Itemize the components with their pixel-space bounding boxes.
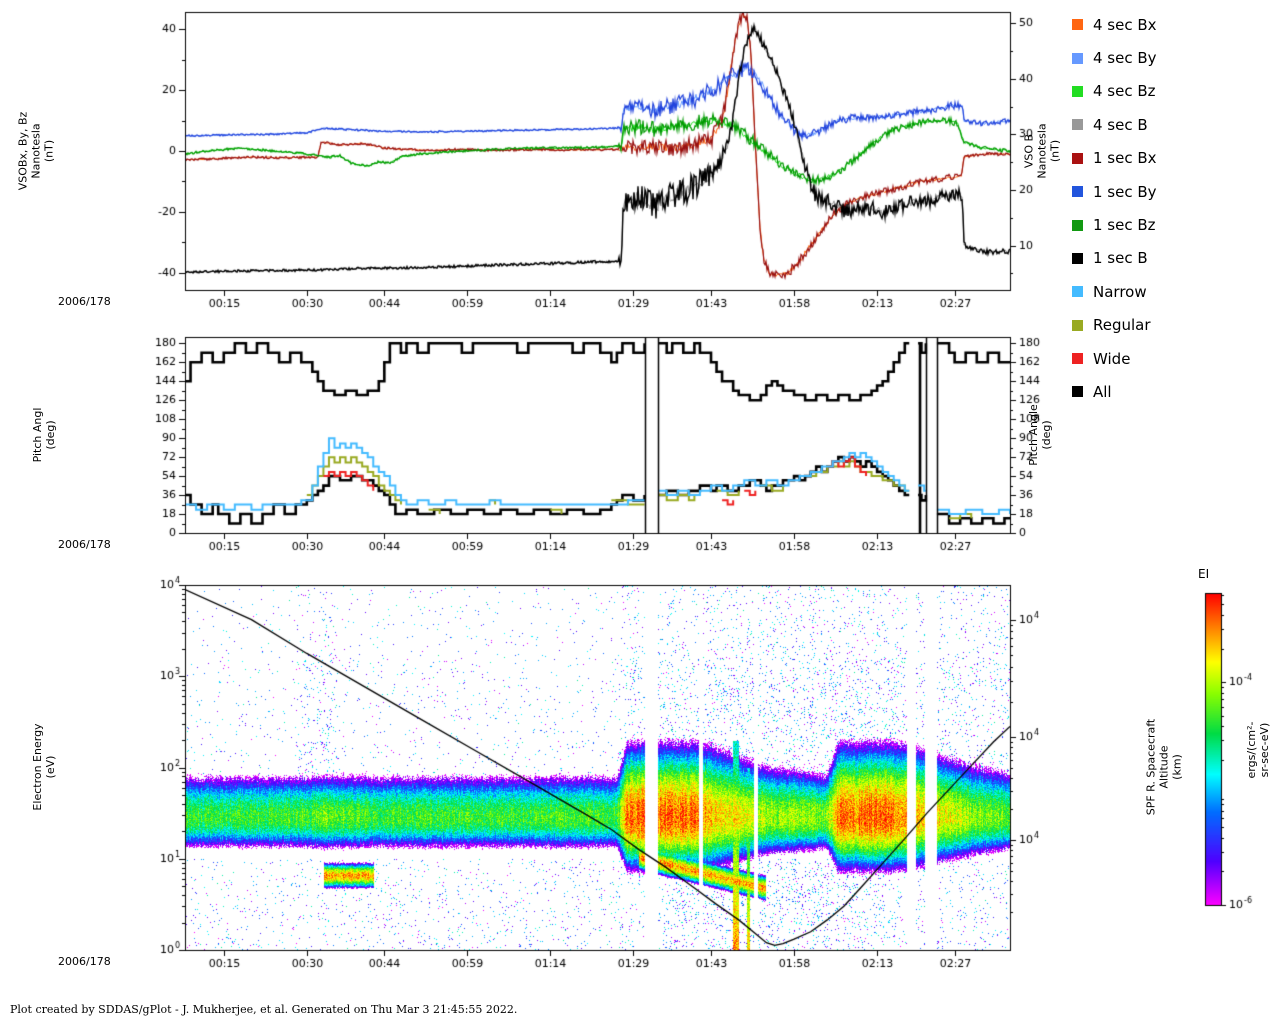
legend-label: 1 sec B [1093, 249, 1148, 268]
legend-item-4-sec-by: 4 sec By [1072, 41, 1157, 74]
legend-label: Regular [1093, 316, 1151, 335]
4-sec-bz-swatch-icon [1072, 85, 1083, 97]
p1-right-axis-title: VSO B Nanotesla (nT) [1022, 123, 1062, 179]
legend-label: Wide [1093, 349, 1131, 368]
1-sec-b-swatch-icon [1072, 252, 1083, 264]
legend-label: All [1093, 382, 1112, 401]
regular-swatch-icon [1072, 319, 1083, 331]
4-sec-b-swatch-icon [1072, 119, 1083, 131]
4-sec-by-swatch-icon [1072, 52, 1083, 64]
p3-left-axis-title: Electron Energy (eV) [31, 723, 57, 811]
legend-item-1-sec-bz: 1 sec Bz [1072, 208, 1157, 241]
legend-label: 4 sec Bz [1093, 82, 1156, 101]
legend-item-4-sec-b: 4 sec B [1072, 108, 1157, 141]
footer-credit: Plot created by SDDAS/gPlot - J. Mukherj… [10, 1003, 518, 1016]
legend-item-1-sec-b: 1 sec B [1072, 242, 1157, 275]
legend-label: 4 sec By [1093, 49, 1157, 68]
wide-swatch-icon [1072, 353, 1083, 365]
1-sec-by-swatch-icon [1072, 186, 1083, 198]
legend-label: 1 sec By [1093, 182, 1157, 201]
p3-right-axis-title: SPF R. Spacecraft Altitude (km) [1144, 718, 1184, 816]
legend-item-4-sec-bx: 4 sec Bx [1072, 8, 1157, 41]
legend-label: 4 sec B [1093, 115, 1148, 134]
legend-item-1-sec-by: 1 sec By [1072, 175, 1157, 208]
legend-item-all: All [1072, 375, 1157, 408]
legend-label: 1 sec Bz [1093, 216, 1156, 235]
date-label-panel3: 2006/178 [58, 955, 111, 968]
legend-item-4-sec-bz: 4 sec Bz [1072, 75, 1157, 108]
p1-left-axis-title: VSOBx, By, Bz Nanotesla (nT) [16, 111, 56, 191]
legend-label: 1 sec Bx [1093, 149, 1157, 168]
colorbar-axis-title: ergs/(cm²-sr-sec-eV) [1245, 721, 1271, 779]
date-label-panel1: 2006/178 [58, 295, 111, 308]
legend-item-wide: Wide [1072, 342, 1157, 375]
narrow-swatch-icon [1072, 286, 1083, 298]
all-swatch-icon [1072, 386, 1083, 398]
legend-item-narrow: Narrow [1072, 275, 1157, 308]
legend-label: Narrow [1093, 282, 1147, 301]
legend-item-1-sec-bx: 1 sec Bx [1072, 142, 1157, 175]
legend-label: 4 sec Bx [1093, 15, 1157, 34]
1-sec-bz-swatch-icon [1072, 219, 1083, 231]
1-sec-bx-swatch-icon [1072, 152, 1083, 164]
colorbar-header: EI [1198, 567, 1210, 581]
p2-left-axis-title: Pitch Angl (deg) [31, 407, 57, 463]
4-sec-bx-swatch-icon [1072, 19, 1083, 31]
legend-item-regular: Regular [1072, 309, 1157, 342]
date-label-panel2: 2006/178 [58, 538, 111, 551]
legend: 4 sec Bx 4 sec By 4 sec Bz 4 sec B 1 sec Bx 1… [1072, 8, 1157, 409]
p2-right-axis-title: Pitch Angle (deg) [1027, 404, 1053, 466]
